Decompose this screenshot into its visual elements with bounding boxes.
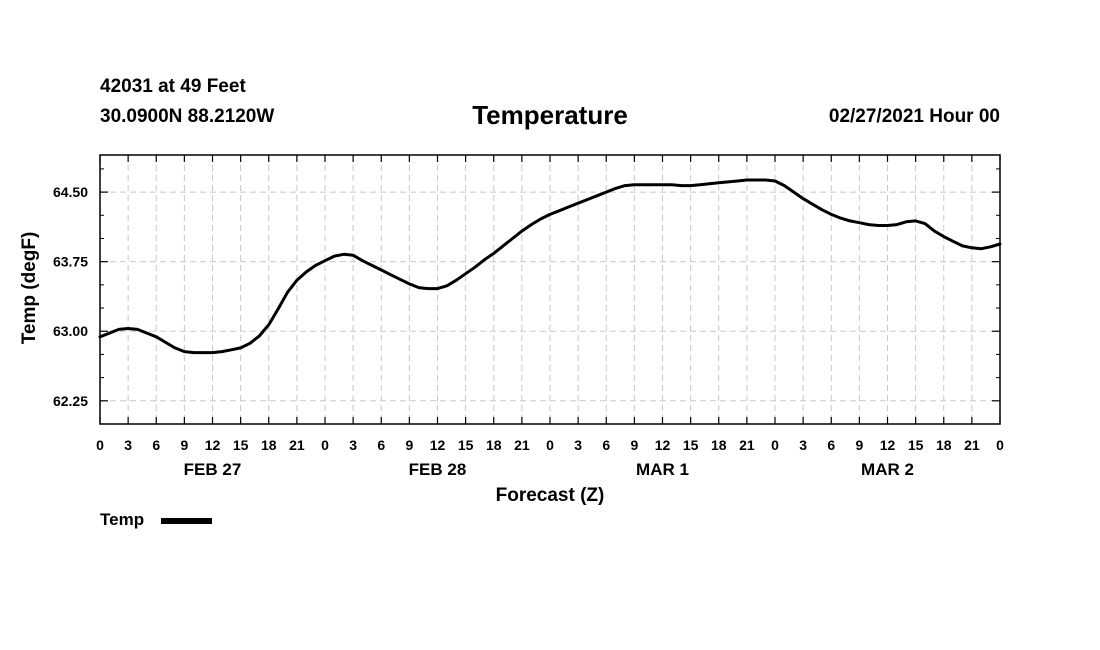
- x-tick-label: 12: [205, 437, 221, 453]
- x-tick-label: 9: [180, 437, 188, 453]
- x-tick-label: 0: [96, 437, 104, 453]
- x-tick-label: 0: [546, 437, 554, 453]
- temp-series-line: [98, 178, 1002, 355]
- series-layer: [98, 178, 1002, 355]
- x-tick-label: 18: [261, 437, 277, 453]
- day-label: MAR 1: [636, 460, 689, 479]
- station-name: 42031 at 49 Feet: [100, 76, 246, 97]
- legend: Temp: [100, 510, 212, 529]
- x-tick-label: 0: [996, 437, 1004, 453]
- x-tick-label: 15: [908, 437, 924, 453]
- x-tick-label: 18: [486, 437, 502, 453]
- x-tick-label: 12: [655, 437, 671, 453]
- x-tick-label: 15: [233, 437, 249, 453]
- x-tick-label: 3: [124, 437, 132, 453]
- y-tick-label: 62.25: [53, 393, 88, 409]
- plot-frame: [99, 154, 1001, 425]
- x-tick-label: 3: [349, 437, 357, 453]
- y-tick-label: 63.75: [53, 254, 88, 270]
- x-tick-label: 0: [771, 437, 779, 453]
- x-tick-label: 9: [630, 437, 638, 453]
- x-tick-label: 0: [321, 437, 329, 453]
- axis-labels: 0 3 6 9 12 15 18 21 0 3 6 9 12 15 18 21 0 3 6 9 12 15 18 21 0 3 6 9…: [53, 184, 1004, 479]
- x-tick-label: 18: [936, 437, 952, 453]
- x-tick-label: 12: [430, 437, 446, 453]
- x-tick-label: 6: [827, 437, 835, 453]
- x-tick-label: 9: [855, 437, 863, 453]
- x-tick-label: 21: [739, 437, 755, 453]
- x-tick-label: 9: [405, 437, 413, 453]
- x-tick-label: 15: [683, 437, 699, 453]
- y-tick-label: 64.50: [53, 184, 88, 200]
- x-tick-label: 21: [289, 437, 305, 453]
- day-label: FEB 27: [184, 460, 242, 479]
- day-label: FEB 28: [409, 460, 467, 479]
- x-tick-label: 18: [711, 437, 727, 453]
- x-tick-label: 3: [799, 437, 807, 453]
- x-tick-label: 21: [514, 437, 530, 453]
- x-tick-label: 6: [152, 437, 160, 453]
- forecast-time: 02/27/2021 Hour 00: [828, 106, 1000, 127]
- x-tick-label: 3: [574, 437, 582, 453]
- station-coordinates: 30.0900N 88.2120W: [100, 106, 275, 127]
- grid-lines: [100, 155, 1000, 424]
- legend-label: Temp: [100, 510, 144, 529]
- x-tick-label: 12: [880, 437, 896, 453]
- x-axis-title: Forecast (Z): [496, 485, 605, 506]
- x-tick-label: 15: [458, 437, 474, 453]
- chart-title: Temperature: [472, 100, 628, 130]
- x-tick-label: 21: [964, 437, 980, 453]
- day-label: MAR 2: [861, 460, 914, 479]
- x-tick-label: 6: [377, 437, 385, 453]
- y-tick-label: 63.00: [53, 323, 88, 339]
- x-tick-label: 6: [602, 437, 610, 453]
- y-axis-title: Temp (degF): [19, 232, 40, 345]
